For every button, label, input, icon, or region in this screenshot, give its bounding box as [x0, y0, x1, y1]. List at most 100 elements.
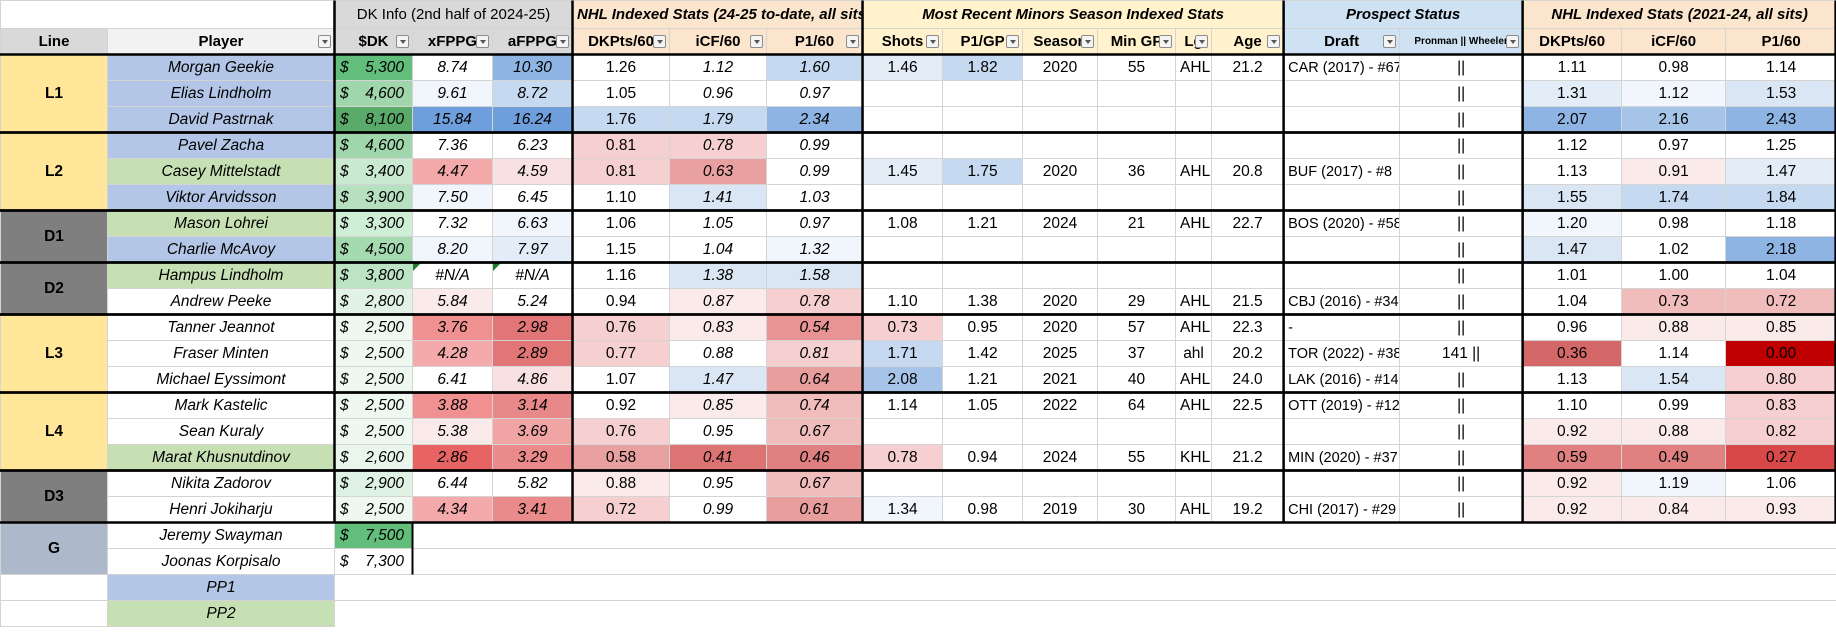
stat-cell[interactable]: 1.13 [1522, 158, 1623, 185]
dk-salary[interactable]: $2,500 [334, 314, 413, 341]
stat-cell[interactable]: 1.71 [862, 340, 944, 367]
filter-dropdown-icon[interactable] [1506, 35, 1520, 48]
stat-cell[interactable]: 1.05 [572, 80, 671, 107]
stat-cell[interactable]: 1.55 [1522, 184, 1623, 211]
stat-cell[interactable]: 0.27 [1725, 444, 1836, 471]
stat-cell[interactable]: 0.64 [766, 366, 864, 393]
player-name[interactable]: PP1 [107, 574, 335, 601]
stat-cell[interactable] [862, 236, 944, 263]
stat-cell[interactable] [1175, 236, 1213, 263]
column-header[interactable]: Draft [1283, 28, 1401, 55]
stat-cell[interactable]: 0.00 [1725, 340, 1836, 367]
player-name[interactable]: Viktor Arvidsson [107, 184, 335, 211]
stat-cell[interactable]: 0.54 [766, 314, 864, 341]
stat-cell[interactable]: AHL [1175, 496, 1213, 523]
stat-cell[interactable]: 1.06 [1725, 470, 1836, 497]
stat-cell[interactable] [942, 470, 1024, 497]
filter-dropdown-icon[interactable] [318, 35, 331, 48]
stat-cell[interactable] [1211, 262, 1285, 289]
stat-cell[interactable]: 1.84 [1725, 184, 1836, 211]
player-name[interactable]: Mark Kastelic [107, 392, 335, 419]
stat-cell[interactable]: 0.97 [766, 80, 864, 107]
stat-cell[interactable]: 2020 [1022, 54, 1099, 81]
stat-cell[interactable]: 21.2 [1211, 54, 1285, 81]
empty-cell[interactable] [412, 522, 1836, 549]
stat-cell[interactable]: 0.49 [1621, 444, 1727, 471]
stat-cell[interactable]: CBJ (2016) - #34 [1283, 288, 1401, 315]
stat-cell[interactable] [1211, 418, 1285, 445]
player-name[interactable]: Elias Lindholm [107, 80, 335, 107]
stat-cell[interactable]: AHL [1175, 288, 1213, 315]
stat-cell[interactable] [862, 184, 944, 211]
stat-cell[interactable]: 1.10 [572, 184, 671, 211]
stat-cell[interactable] [1283, 106, 1401, 133]
stat-cell[interactable]: 1.13 [1522, 366, 1623, 393]
stat-cell[interactable]: 6.23 [491, 132, 574, 159]
stat-cell[interactable]: 1.04 [1725, 262, 1836, 289]
stat-cell[interactable]: TOR (2022) - #38 [1283, 340, 1401, 367]
stat-cell[interactable]: 1.12 [1621, 80, 1727, 107]
dk-salary[interactable]: $4,600 [334, 80, 413, 107]
stat-cell[interactable]: 1.25 [1725, 132, 1836, 159]
stat-cell[interactable]: 2025 [1022, 340, 1099, 367]
column-header[interactable]: Lg [1175, 28, 1213, 55]
stat-cell[interactable]: 0.81 [766, 340, 864, 367]
stat-cell[interactable] [1211, 236, 1285, 263]
stat-cell[interactable]: OTT (2019) - #125 [1283, 392, 1401, 419]
column-header[interactable]: xFPPG [412, 28, 493, 55]
stat-cell[interactable]: 0.97 [1621, 132, 1727, 159]
stat-cell[interactable] [1283, 184, 1401, 211]
stat-cell[interactable]: 37 [1097, 340, 1177, 367]
stat-cell[interactable]: 1.75 [942, 158, 1024, 185]
stat-cell[interactable] [1211, 184, 1285, 211]
dk-salary[interactable]: $2,600 [334, 444, 413, 471]
stat-cell[interactable]: 0.94 [572, 288, 671, 315]
stat-cell[interactable]: 0.58 [572, 444, 671, 471]
stat-cell[interactable]: 57 [1097, 314, 1177, 341]
column-header[interactable]: aFPPG [491, 28, 574, 55]
stat-cell[interactable] [942, 262, 1024, 289]
stat-cell[interactable]: 6.45 [491, 184, 574, 211]
dk-salary[interactable]: $2,800 [334, 288, 413, 315]
stat-cell[interactable] [1022, 184, 1099, 211]
stat-cell[interactable]: 24.0 [1211, 366, 1285, 393]
player-name[interactable]: Casey Mittelstadt [107, 158, 335, 185]
dk-salary[interactable]: $7,300 [334, 548, 413, 575]
stat-cell[interactable]: 0.72 [1725, 288, 1836, 315]
stat-cell[interactable]: 2019 [1022, 496, 1099, 523]
stat-cell[interactable]: 0.88 [572, 470, 671, 497]
stat-cell[interactable]: || [1399, 132, 1524, 159]
stat-cell[interactable]: 1.19 [1621, 470, 1727, 497]
stat-cell[interactable]: ahl [1175, 340, 1213, 367]
column-header[interactable]: DKPts/60 [572, 28, 671, 55]
stat-cell[interactable]: || [1399, 444, 1524, 471]
stat-cell[interactable] [862, 132, 944, 159]
stat-cell[interactable]: 8.72 [491, 80, 574, 107]
stat-cell[interactable]: 16.24 [491, 106, 574, 133]
stat-cell[interactable] [942, 132, 1024, 159]
stat-cell[interactable] [1175, 106, 1213, 133]
stat-cell[interactable]: 0.99 [669, 496, 768, 523]
stat-cell[interactable] [1175, 80, 1213, 107]
stat-cell[interactable]: 30 [1097, 496, 1177, 523]
stat-cell[interactable]: 1.05 [669, 210, 768, 237]
stat-cell[interactable]: 1.74 [1621, 184, 1727, 211]
stat-cell[interactable]: 3.14 [491, 392, 574, 419]
stat-cell[interactable]: 1.79 [669, 106, 768, 133]
dk-salary[interactable]: $2,500 [334, 496, 413, 523]
dk-salary[interactable]: $4,600 [334, 132, 413, 159]
stat-cell[interactable]: AHL [1175, 158, 1213, 185]
column-header[interactable]: P1/60 [766, 28, 864, 55]
stat-cell[interactable] [1175, 418, 1213, 445]
stat-cell[interactable]: 10.30 [491, 54, 574, 81]
stat-cell[interactable]: 1.16 [572, 262, 671, 289]
stat-cell[interactable]: 8.20 [412, 236, 493, 263]
stat-cell[interactable]: 1.01 [1522, 262, 1623, 289]
dk-salary[interactable]: $8,100 [334, 106, 413, 133]
stat-cell[interactable]: 2.08 [862, 366, 944, 393]
stat-cell[interactable]: 1.26 [572, 54, 671, 81]
stat-cell[interactable]: 64 [1097, 392, 1177, 419]
stat-cell[interactable]: 1.58 [766, 262, 864, 289]
filter-dropdown-icon[interactable] [556, 35, 570, 48]
stat-cell[interactable]: 9.61 [412, 80, 493, 107]
